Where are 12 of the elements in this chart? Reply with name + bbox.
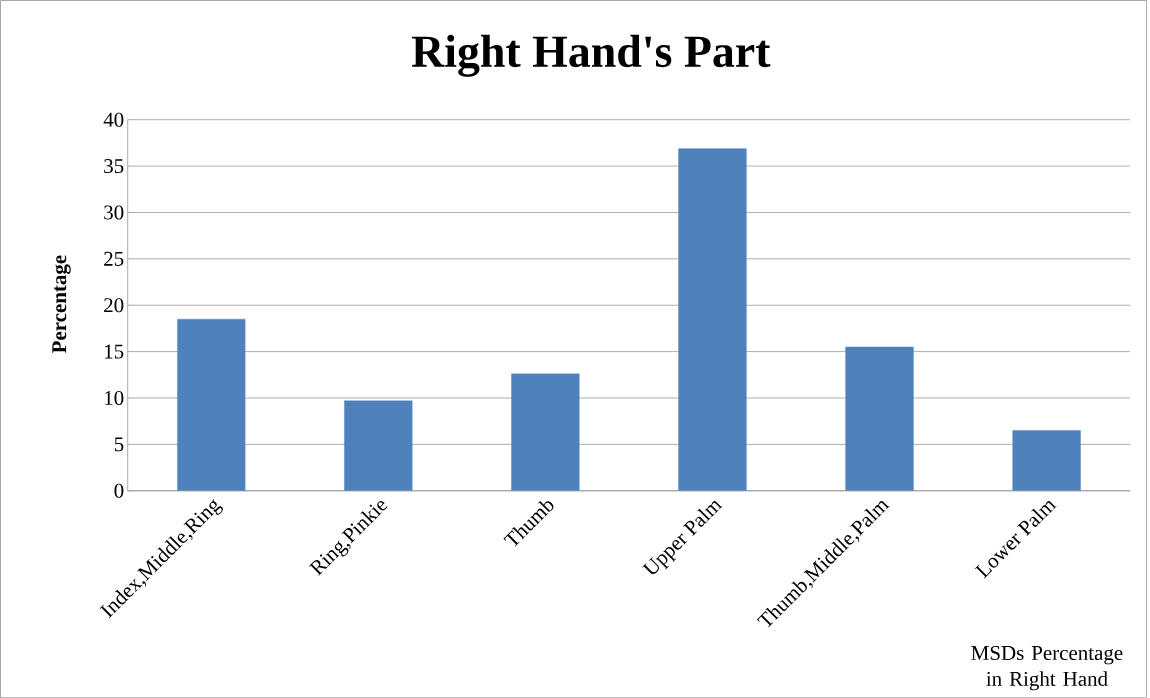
y-tick-label: 10 <box>105 390 124 405</box>
y-tick-label: 25 <box>104 251 124 266</box>
chart-title: Right Hand's Part <box>411 34 771 77</box>
y-tick-label: 35 <box>104 158 124 173</box>
y-tick-label: 40 <box>103 112 124 127</box>
x-axis-title: MSDs Percentage in Right Hand <box>971 645 1123 691</box>
y-tick-label: 15 <box>105 344 124 359</box>
y-tick-label: 5 <box>114 437 124 452</box>
y-axis-title: Percentage <box>52 255 71 353</box>
y-tick-label: 20 <box>104 298 124 313</box>
y-tick-label: 0 <box>114 483 124 498</box>
y-tick-label: 30 <box>104 205 124 220</box>
